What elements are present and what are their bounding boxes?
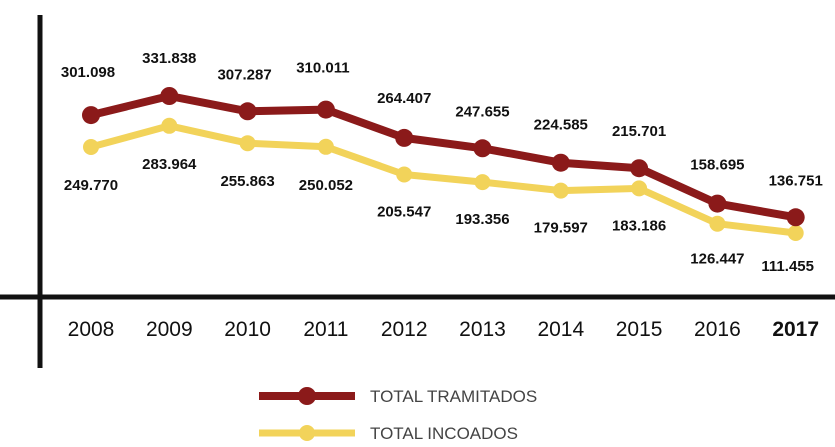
x-tick-2010: 2010 bbox=[224, 318, 271, 341]
x-tick-2016: 2016 bbox=[694, 318, 741, 341]
incoados-point-2014 bbox=[552, 182, 569, 199]
tramitados-label-2016: 158.695 bbox=[690, 157, 744, 174]
x-tick-2017: 2017 bbox=[772, 318, 819, 341]
incoados-point-2013 bbox=[474, 174, 491, 191]
legend: TOTAL TRAMITADOS TOTAL INCOADOS bbox=[259, 387, 537, 443]
x-tick-2009: 2009 bbox=[146, 318, 193, 341]
incoados-point-2015 bbox=[631, 180, 648, 197]
x-tick-2012: 2012 bbox=[381, 318, 428, 341]
incoados-label-2012: 205.547 bbox=[377, 204, 431, 221]
tramitados-point-2015 bbox=[630, 159, 649, 178]
x-tick-2011: 2011 bbox=[303, 318, 348, 341]
legend-label-tramitados: TOTAL TRAMITADOS bbox=[370, 387, 537, 406]
legend-swatch-marker-incoados bbox=[299, 425, 315, 441]
incoados-label-2017: 111.455 bbox=[761, 258, 814, 275]
tramitados-label-2017: 136.751 bbox=[769, 172, 823, 189]
incoados-point-2017 bbox=[787, 225, 804, 241]
tramitados-label-2012: 264.407 bbox=[377, 90, 431, 107]
data-labels-layer: 301.098 331.838 307.287 310.011 264.407 247.6… bbox=[61, 50, 823, 275]
incoados-point-2016 bbox=[709, 215, 726, 232]
incoados-label-2013: 193.356 bbox=[455, 211, 509, 228]
incoados-label-2015: 183.186 bbox=[612, 217, 666, 234]
incoados-label-2014: 179.597 bbox=[534, 220, 588, 237]
x-tick-2008: 2008 bbox=[68, 318, 115, 341]
tramitados-label-2011: 310.011 bbox=[296, 60, 349, 77]
tramitados-point-2009 bbox=[160, 87, 179, 105]
x-tick-2015: 2015 bbox=[616, 318, 663, 341]
tramitados-point-2013 bbox=[473, 139, 492, 158]
tramitados-point-2016 bbox=[708, 194, 727, 213]
incoados-point-2012 bbox=[396, 166, 413, 183]
x-tick-2014: 2014 bbox=[537, 318, 584, 341]
incoados-line bbox=[87, 122, 800, 237]
tramitados-point-2012 bbox=[395, 128, 414, 147]
incoados-point-2008 bbox=[83, 139, 99, 155]
incoados-point-2010 bbox=[239, 135, 256, 152]
incoados-label-2010: 255.863 bbox=[220, 173, 274, 190]
tramitados-label-2008: 301.098 bbox=[61, 64, 115, 81]
tramitados-label-2009: 331.838 bbox=[142, 50, 196, 67]
x-tick-labels: 2008 2009 2010 2011 2012 2013 2014 2015 2016 2017 bbox=[68, 318, 819, 341]
tramitados-point-2008 bbox=[82, 106, 100, 125]
tramitados-point-2010 bbox=[238, 102, 257, 121]
incoados-label-2016: 126.447 bbox=[690, 251, 744, 268]
legend-label-incoados: TOTAL INCOADOS bbox=[370, 424, 518, 443]
incoados-label-2009: 283.964 bbox=[142, 156, 197, 173]
incoados-label-2011: 250.052 bbox=[299, 177, 353, 194]
tramitados-point-2017 bbox=[786, 208, 805, 227]
tramitados-line bbox=[87, 92, 800, 222]
incoados-point-2011 bbox=[317, 138, 334, 155]
tramitados-label-2013: 247.655 bbox=[455, 103, 509, 120]
x-tick-2013: 2013 bbox=[459, 318, 506, 341]
tramitados-point-2014 bbox=[551, 153, 570, 172]
incoados-label-2008: 249.770 bbox=[64, 177, 118, 194]
incoados-point-2009 bbox=[161, 117, 178, 134]
legend-swatch-marker-tramitados bbox=[298, 387, 316, 405]
tramitados-label-2015: 215.701 bbox=[612, 123, 666, 140]
tramitados-label-2010: 307.287 bbox=[217, 66, 271, 83]
tramitados-point-2011 bbox=[316, 100, 335, 119]
series-layer bbox=[82, 87, 805, 241]
tramitados-label-2014: 224.585 bbox=[534, 117, 588, 134]
